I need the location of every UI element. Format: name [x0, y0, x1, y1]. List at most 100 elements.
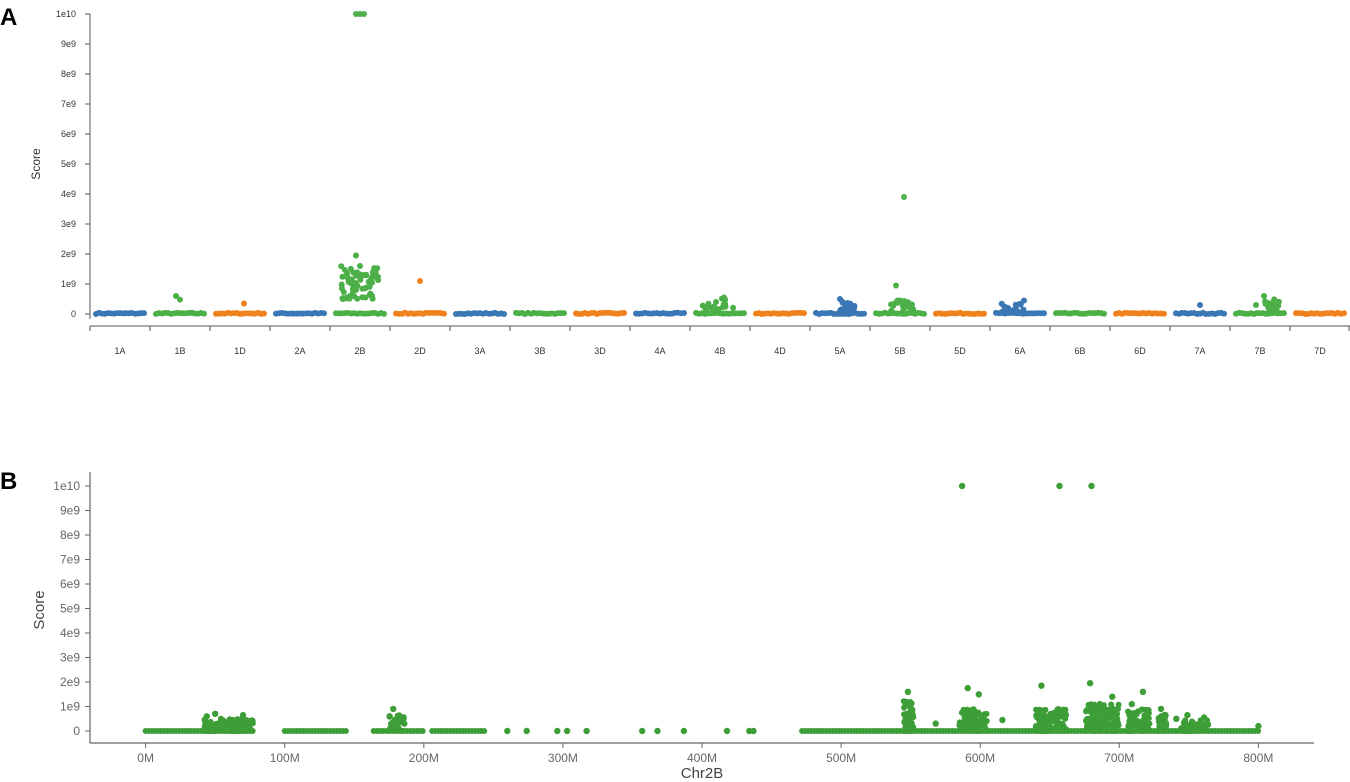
cluster-point [1205, 721, 1212, 728]
cluster-point-2B [338, 281, 345, 288]
baseline-point-6B [1101, 310, 1107, 317]
cluster-point [1145, 707, 1152, 713]
cluster-point [1060, 724, 1067, 731]
baseline-point-4B [741, 310, 747, 317]
cluster-point-4B [699, 302, 706, 309]
x-tick-label: 4A [654, 346, 665, 356]
data-point [958, 482, 966, 490]
cluster-point [1054, 706, 1061, 713]
panel-a-label: A [0, 4, 18, 31]
baseline-point-6D [1161, 310, 1167, 317]
data-point [1173, 715, 1180, 722]
data-point-4B [721, 294, 727, 301]
y-tick-label: 2e9 [60, 675, 80, 689]
cluster-point [973, 718, 980, 725]
cluster-point [237, 723, 244, 730]
cluster-point [983, 726, 989, 733]
cluster-point [1137, 727, 1144, 734]
cluster-point [391, 716, 398, 723]
x-tick-label: 4B [714, 346, 725, 356]
x-tick-label: 1A [114, 346, 125, 356]
x-tick-label: 500M [826, 751, 856, 765]
data-point [212, 710, 219, 717]
cluster-point [234, 716, 241, 723]
x-tick-label: 2D [414, 346, 426, 356]
data-point [504, 727, 511, 735]
cluster-point-2B [338, 263, 345, 270]
cluster-point-6A [1015, 309, 1022, 316]
data-point [904, 688, 912, 695]
cluster-point [1085, 716, 1092, 723]
cluster-point-5A [844, 302, 851, 309]
cluster-point [1047, 725, 1054, 732]
cluster-point-2B [339, 296, 346, 302]
data-point [975, 691, 982, 698]
cluster-point-2B [340, 289, 347, 295]
cluster-point [1126, 727, 1133, 734]
x-tick-label: 4D [774, 346, 786, 356]
baseline-point [419, 728, 426, 734]
cluster-point-6A [999, 308, 1006, 315]
data-point-7A [1197, 302, 1203, 308]
cluster-point-5A [851, 304, 858, 311]
cluster-point [978, 720, 985, 727]
cluster-point [223, 721, 230, 728]
baseline-point-7B [1281, 310, 1287, 317]
data-point [554, 727, 561, 735]
x-tick-label: 7D [1314, 346, 1326, 356]
baseline-point-5A [861, 310, 867, 317]
baseline-point-2A [321, 310, 327, 317]
y-tick-label: 9e9 [61, 39, 76, 49]
cluster-point [972, 710, 979, 717]
baseline-point [481, 728, 488, 734]
x-tick-label: 7B [1254, 346, 1265, 356]
cluster-point [964, 709, 971, 716]
data-point [583, 727, 590, 735]
cluster-point-2B [355, 272, 362, 279]
x-tick-label: 0M [137, 751, 154, 765]
baseline-point-5D [981, 310, 987, 317]
cluster-point [206, 728, 212, 734]
cluster-point [1108, 724, 1115, 731]
cluster-point [1103, 728, 1110, 734]
cluster-point [1091, 707, 1098, 714]
y-axis-title: Score [31, 590, 48, 629]
x-tick-label: 600M [965, 751, 995, 765]
cluster-point [1188, 718, 1195, 725]
baseline-point-7A [1221, 310, 1227, 317]
baseline-point [1255, 728, 1262, 734]
cluster-point-7B [1275, 302, 1282, 309]
cluster-point [219, 724, 225, 731]
cluster-point [201, 727, 208, 734]
cluster-point-2B [367, 290, 374, 297]
cluster-point [386, 727, 393, 734]
y-tick-label: 3e9 [60, 651, 80, 665]
x-tick-label: 3B [534, 346, 545, 356]
cluster-point-2B [354, 295, 361, 302]
cluster-point [1033, 712, 1040, 719]
y-tick-label: 7e9 [60, 553, 80, 567]
cluster-point [231, 725, 238, 731]
cluster-point [958, 709, 965, 716]
data-point [239, 711, 247, 719]
data-point [246, 718, 254, 725]
cluster-point-4B [730, 304, 737, 311]
cluster-point [971, 726, 978, 733]
baseline-point-7D [1341, 310, 1347, 317]
cluster-point [1115, 701, 1122, 708]
cluster-point [1138, 720, 1145, 726]
y-axis-title: Score [29, 148, 43, 180]
y-tick-label: 4e9 [60, 626, 80, 640]
x-tick-label: 6A [1014, 346, 1025, 356]
y-tick-label: 1e10 [56, 9, 76, 19]
cluster-point [1105, 710, 1112, 717]
cluster-point-6A [998, 300, 1005, 307]
panel-b: B 0 1e9 2e9 3e9 4e9 5e9 6e9 7e9 8e9 9e9 1e10 0M 100M… [0, 460, 1350, 782]
cluster-point [248, 727, 255, 734]
y-tick-label: 2e9 [61, 249, 76, 259]
x-tick-label: 200M [409, 751, 439, 765]
data-point [1184, 711, 1191, 719]
data-point [654, 727, 661, 735]
x-tick-label: 5B [894, 346, 905, 356]
cluster-point [1098, 718, 1105, 725]
